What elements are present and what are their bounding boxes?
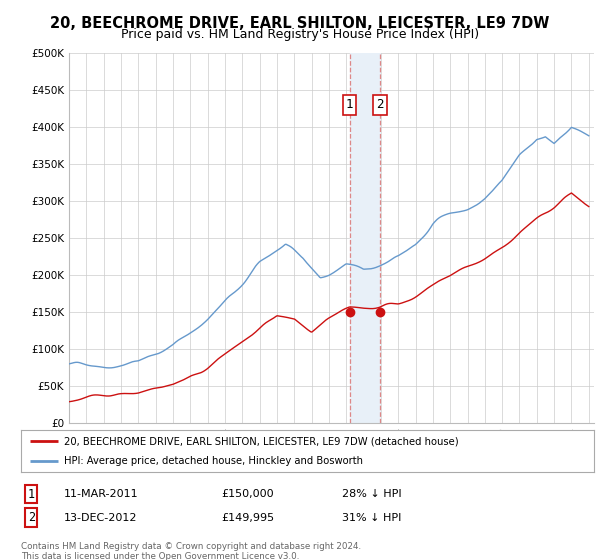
- Text: 1: 1: [346, 99, 353, 111]
- Text: 20, BEECHROME DRIVE, EARL SHILTON, LEICESTER, LE9 7DW: 20, BEECHROME DRIVE, EARL SHILTON, LEICE…: [50, 16, 550, 31]
- Text: 11-MAR-2011: 11-MAR-2011: [64, 489, 139, 500]
- Bar: [350, 53, 380, 423]
- Text: 1: 1: [28, 488, 35, 501]
- Text: £150,000: £150,000: [221, 489, 274, 500]
- Text: Contains HM Land Registry data © Crown copyright and database right 2024.
This d: Contains HM Land Registry data © Crown c…: [21, 542, 361, 560]
- Text: HPI: Average price, detached house, Hinckley and Bosworth: HPI: Average price, detached house, Hinc…: [64, 456, 363, 466]
- Text: £149,995: £149,995: [221, 512, 275, 522]
- Text: 2: 2: [376, 99, 384, 111]
- Text: 28% ↓ HPI: 28% ↓ HPI: [342, 489, 401, 500]
- Text: 2: 2: [28, 511, 35, 524]
- Text: 20, BEECHROME DRIVE, EARL SHILTON, LEICESTER, LE9 7DW (detached house): 20, BEECHROME DRIVE, EARL SHILTON, LEICE…: [64, 436, 458, 446]
- Text: 31% ↓ HPI: 31% ↓ HPI: [342, 512, 401, 522]
- Text: Price paid vs. HM Land Registry's House Price Index (HPI): Price paid vs. HM Land Registry's House …: [121, 28, 479, 41]
- Text: 13-DEC-2012: 13-DEC-2012: [64, 512, 137, 522]
